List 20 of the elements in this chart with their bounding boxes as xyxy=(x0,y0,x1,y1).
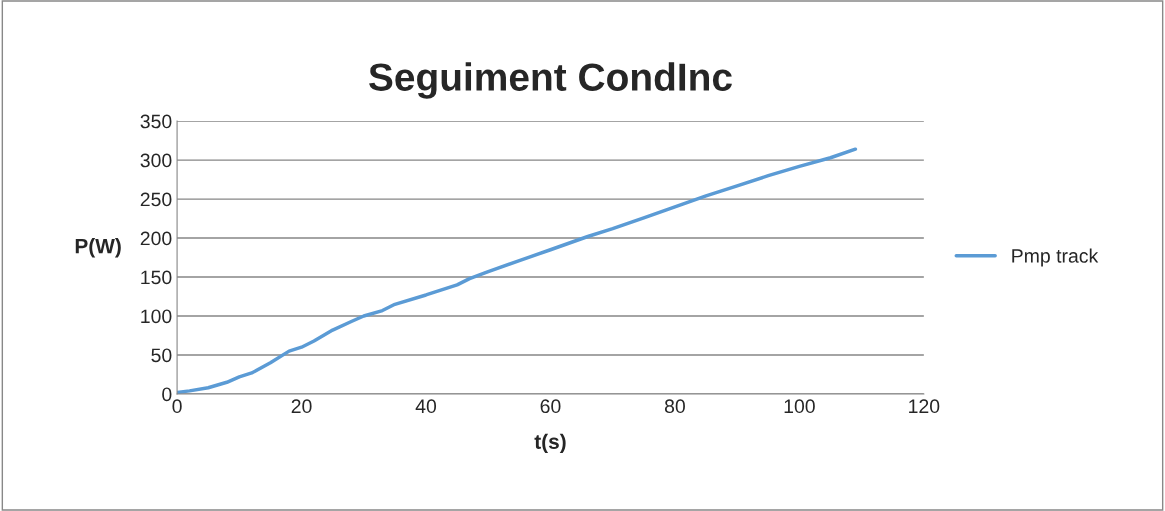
x-tick-label: 0 xyxy=(172,399,182,414)
x-tick-label: 100 xyxy=(784,399,815,414)
x-tick-label: 40 xyxy=(415,399,437,414)
y-tick-label: 0 xyxy=(162,387,172,402)
y-tick-label: 250 xyxy=(140,192,172,207)
x-tick-label: 20 xyxy=(291,399,312,414)
chart-title: Seguiment CondInc xyxy=(369,62,732,99)
legend-label: Pmp track xyxy=(1012,248,1099,267)
y-tick-label: 300 xyxy=(140,153,172,168)
y-tick-label: 200 xyxy=(140,231,172,246)
x-tick-label: 80 xyxy=(664,399,685,414)
x-tick-label: 120 xyxy=(909,399,940,414)
y-tick-label: 150 xyxy=(141,270,172,285)
y-tick-label: 50 xyxy=(151,348,172,363)
y-tick-label: 100 xyxy=(141,309,172,324)
x-axis-title: t(s) xyxy=(534,433,566,454)
line-series xyxy=(177,147,858,394)
y-tick-label: 350 xyxy=(140,114,172,129)
x-tick-label: 60 xyxy=(540,399,561,414)
y-axis-title: P(W) xyxy=(75,238,121,258)
